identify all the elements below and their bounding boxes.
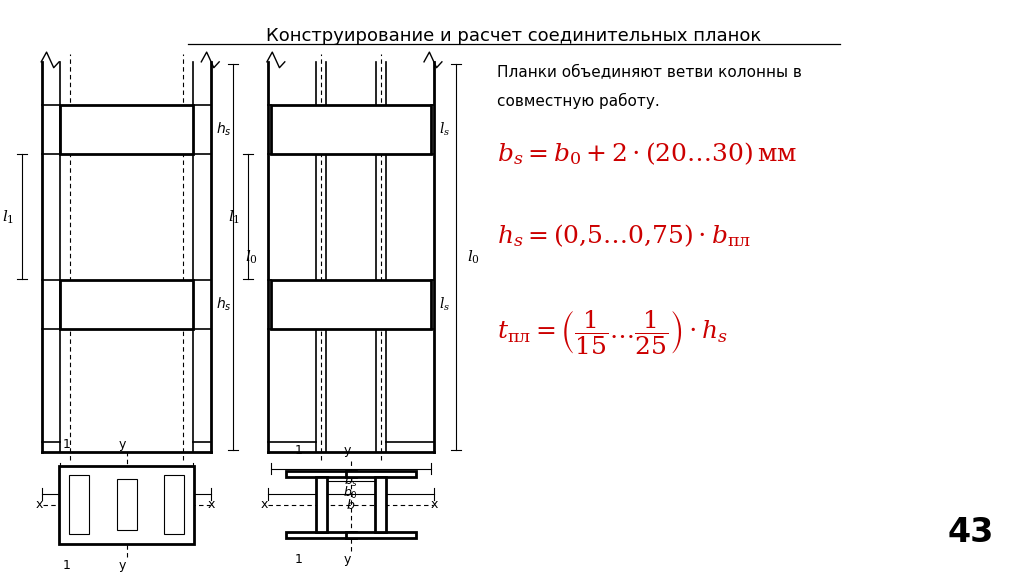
- Text: 1: 1: [294, 553, 302, 566]
- Text: y: y: [343, 553, 350, 566]
- Text: $b_s$: $b_s$: [120, 472, 134, 488]
- Bar: [165, 475, 184, 534]
- Text: Планки объединяют ветви колонны в: Планки объединяют ветви колонны в: [497, 64, 802, 79]
- Text: $b_s$: $b_s$: [344, 472, 358, 488]
- Text: $\mathit{l}_0$: $\mathit{l}_0$: [467, 248, 480, 266]
- Text: $b_0$: $b_0$: [119, 485, 134, 501]
- Text: y: y: [119, 559, 126, 572]
- Text: $\mathit{l}_s$: $\mathit{l}_s$: [439, 296, 450, 313]
- Text: y: y: [119, 438, 126, 451]
- Text: 1: 1: [63, 438, 71, 451]
- Bar: [117, 479, 136, 530]
- Bar: [287, 471, 356, 478]
- Text: x: x: [208, 498, 215, 511]
- Text: y: y: [343, 444, 350, 457]
- Text: $\mathit{l}_s$: $\mathit{l}_s$: [439, 121, 450, 138]
- Text: $\mathit{l}_0$: $\mathit{l}_0$: [245, 248, 257, 266]
- Bar: [271, 105, 431, 153]
- Bar: [375, 478, 386, 532]
- Bar: [346, 471, 416, 478]
- Text: $h_s$: $h_s$: [216, 296, 231, 313]
- Bar: [346, 532, 416, 538]
- Text: 43: 43: [947, 517, 993, 549]
- Text: 1: 1: [63, 559, 71, 572]
- Text: $t_{\mathrm{пл}} = \left(\dfrac{1}{15} \ldots \dfrac{1}{25}\right) \cdot h_s$: $t_{\mathrm{пл}} = \left(\dfrac{1}{15} \…: [497, 308, 728, 356]
- Text: $b_s = b_0 + 2 \cdot (20 \ldots 30)\,\mathrm{мм}$: $b_s = b_0 + 2 \cdot (20 \ldots 30)\,\ma…: [497, 140, 797, 166]
- Text: $h_s = (0{,}5 \ldots 0{,}75) \cdot b_{\mathrm{пл}}$: $h_s = (0{,}5 \ldots 0{,}75) \cdot b_{\m…: [497, 222, 751, 249]
- Bar: [59, 466, 195, 544]
- Text: 1: 1: [294, 444, 302, 457]
- Text: x: x: [36, 498, 43, 511]
- Text: $h_s$: $h_s$: [216, 121, 231, 138]
- Text: $\mathit{l}_1$: $\mathit{l}_1$: [228, 208, 241, 226]
- Text: $b$: $b$: [122, 498, 131, 512]
- Bar: [60, 280, 194, 329]
- Text: совместную работу.: совместную работу.: [497, 93, 659, 109]
- Text: x: x: [431, 498, 438, 511]
- Bar: [69, 475, 89, 534]
- Bar: [60, 105, 194, 153]
- Text: $\mathit{l}_1$: $\mathit{l}_1$: [2, 208, 14, 226]
- Bar: [271, 280, 431, 329]
- Bar: [315, 478, 327, 532]
- Text: x: x: [261, 498, 268, 511]
- Bar: [287, 532, 356, 538]
- Text: $b$: $b$: [346, 498, 355, 512]
- Text: Конструирование и расчет соединительных планок: Конструирование и расчет соединительных …: [266, 27, 761, 45]
- Text: $b_0$: $b_0$: [343, 485, 358, 501]
